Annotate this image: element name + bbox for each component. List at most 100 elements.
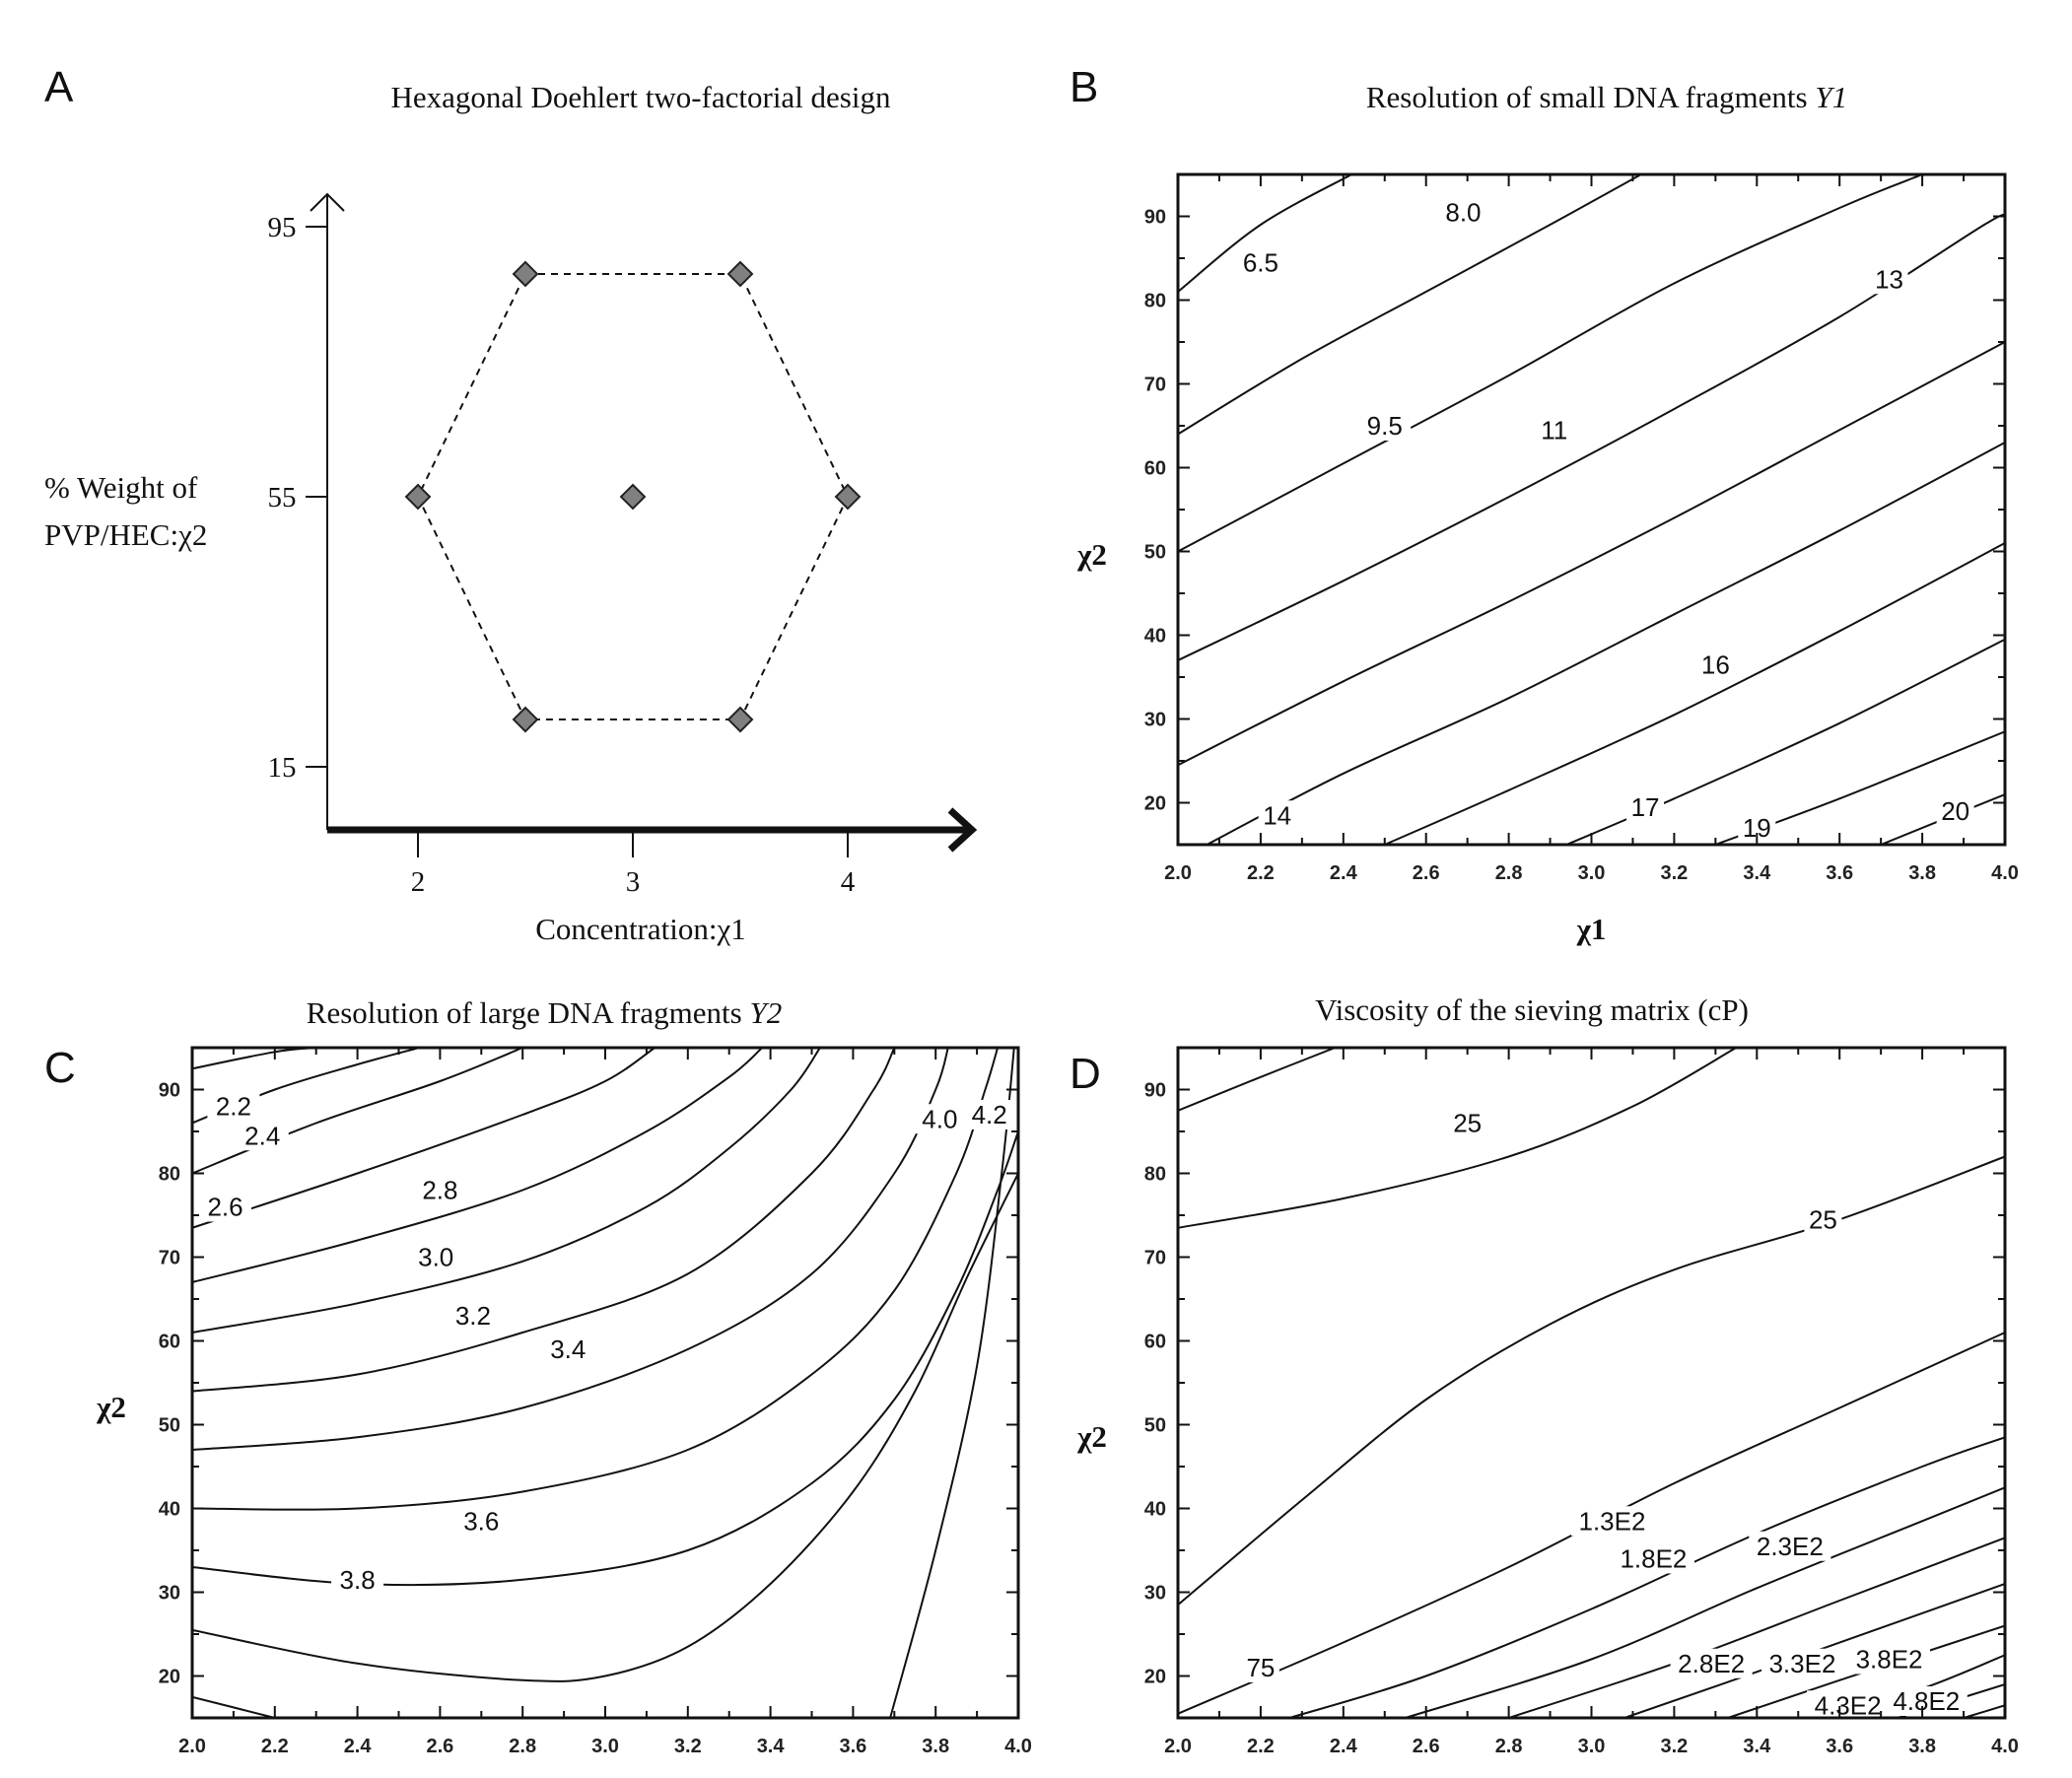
plot-frame: [1176, 1046, 2007, 1720]
contour-label: 3.8: [340, 1565, 376, 1595]
contour-line: [1289, 1436, 2005, 1718]
x-tick-label: 3.0: [1578, 862, 1606, 884]
panel-letter-a: A: [44, 63, 74, 111]
contour-line: [1565, 638, 2005, 845]
x-tick-label: 4: [841, 866, 856, 898]
contour-line: [1206, 442, 2005, 845]
design-point: [726, 260, 754, 288]
contour-label: 3.2: [455, 1301, 491, 1331]
x-tick-label: 4.0: [1991, 862, 2019, 884]
contour-label-bg: [1436, 197, 1489, 228]
x-tick-label: 2.4: [344, 1736, 373, 1757]
contour-label: 2.4: [244, 1121, 280, 1150]
contour-label: 20: [1941, 796, 1969, 826]
contour-label: 1.8E2: [1620, 1544, 1687, 1574]
contour-line: [1963, 1704, 2005, 1718]
contour-label: 4.2: [972, 1100, 1007, 1129]
y-tick-label: 50: [1144, 542, 1166, 564]
contour-label-bg: [1885, 1686, 1968, 1716]
contour-label: 2.8: [422, 1176, 457, 1205]
panel-c-contour-y2: C Resolution of large DNA fragments Y2 2.2…: [44, 995, 1032, 1778]
chart-title: Hexagonal Doehlert two-factorial design: [390, 80, 891, 114]
x-tick-label: 2.6: [426, 1736, 453, 1757]
contour-lines: [1178, 1048, 2005, 1718]
x-tick-label: 3.2: [1660, 1736, 1688, 1757]
x-tick-label: 3.6: [1826, 1736, 1853, 1757]
contour-label: 2.2: [216, 1092, 251, 1122]
y-axis-label: χ2: [96, 1390, 126, 1424]
y-tick-label: 40: [1144, 1499, 1166, 1521]
contour-line: [192, 1048, 1000, 1511]
y-tick-label: 90: [1144, 207, 1166, 229]
contour-label: 9.5: [1367, 411, 1403, 441]
design-point: [512, 706, 539, 733]
contour-label: 4.0: [922, 1104, 957, 1133]
design-point: [834, 483, 862, 511]
y-axis-label-line2: PVP/HEC:χ2: [44, 517, 207, 552]
contour-label: 4.8E2: [1893, 1686, 1960, 1716]
design-point: [619, 483, 647, 511]
contour-label-bg: [1761, 1648, 1843, 1678]
contour-label-bg: [413, 1175, 466, 1205]
contour-label: 3.4: [550, 1334, 586, 1364]
contour-label-bg: [454, 1506, 508, 1537]
contour-label: 6.5: [1243, 247, 1278, 277]
x-tick-label: 2.0: [1164, 1736, 1192, 1757]
contour-label: 3.0: [418, 1243, 453, 1272]
y-axis-label-line1: % Weight of: [44, 470, 198, 505]
x-tick-label: 3.4: [757, 1736, 786, 1757]
contour-line: [192, 1048, 896, 1393]
contour-label: 3.3E2: [1768, 1649, 1835, 1678]
x-tick-label: 4.0: [1004, 1736, 1032, 1757]
panel-letter-c: C: [44, 1044, 76, 1092]
contour-label: 16: [1701, 650, 1730, 679]
contour-line: [192, 1048, 949, 1451]
contour-label-bg: [541, 1334, 594, 1364]
x-tick-label: 3.6: [839, 1736, 866, 1757]
y-tick-label: 70: [1144, 375, 1166, 396]
contour-label: 8.0: [1445, 197, 1481, 227]
x-tick-label: 3.6: [1826, 862, 1853, 884]
contour-line: [192, 1130, 1018, 1587]
x-tick-label: 2.2: [1247, 1736, 1275, 1757]
chart-title-italic: Y1: [1815, 80, 1847, 114]
contour-label-bg: [1358, 411, 1412, 441]
contour-line: [192, 1048, 821, 1334]
y-tick-label: 55: [268, 482, 297, 513]
contour-label: 1.3E2: [1578, 1506, 1645, 1536]
chart-title-main: Resolution of large DNA fragments: [307, 995, 750, 1030]
y-tick-label: 40: [1144, 626, 1166, 648]
contour-label-bg: [236, 1121, 289, 1151]
contour-label-bg: [409, 1242, 462, 1272]
contour-label: 2.8E2: [1678, 1649, 1745, 1678]
chart-title: Resolution of large DNA fragments Y2: [307, 995, 782, 1030]
y-axis-arrowhead: [310, 192, 345, 212]
x-tick-label: 3.0: [1578, 1736, 1606, 1757]
y-tick-label: 20: [1144, 1667, 1166, 1688]
y-tick-label: 40: [159, 1499, 180, 1521]
chart-title: Viscosity of the sieving matrix (cP): [1315, 992, 1749, 1027]
contour-label: 3.6: [463, 1506, 499, 1536]
contour-line: [1178, 213, 2005, 661]
contour-label-bg: [1749, 1531, 1831, 1561]
panel-letter-b: B: [1070, 63, 1098, 111]
panel-d-contour-viscosity: D Viscosity of the sieving matrix (cP) 25 2…: [1070, 992, 2019, 1778]
x-tick-label: 2.6: [1413, 862, 1440, 884]
contour-line: [889, 1048, 1015, 1718]
y-tick-label: 20: [159, 1667, 180, 1688]
contour-line: [1384, 542, 2005, 845]
y-tick-label: 90: [159, 1080, 180, 1102]
contour-label-bg: [1241, 1653, 1279, 1682]
contour-label: 4.3E2: [1815, 1690, 1882, 1720]
panel-a-doehlert-design: A Hexagonal Doehlert two-factorial design…: [44, 63, 978, 946]
y-axis-label: χ2: [1076, 537, 1107, 572]
contour-line: [1405, 1486, 2005, 1718]
contour-line: [1508, 1537, 2005, 1718]
contour-line: [192, 1173, 1018, 1682]
x-tick-label: 2.4: [1330, 862, 1358, 884]
x-axis-label: χ1: [589, 1776, 620, 1778]
contour-line: [192, 1048, 763, 1283]
contour-label-bg: [1570, 1506, 1653, 1537]
x-tick-label: 2: [411, 866, 426, 898]
chart-title-main: Viscosity of the sieving matrix (cP): [1315, 992, 1749, 1027]
